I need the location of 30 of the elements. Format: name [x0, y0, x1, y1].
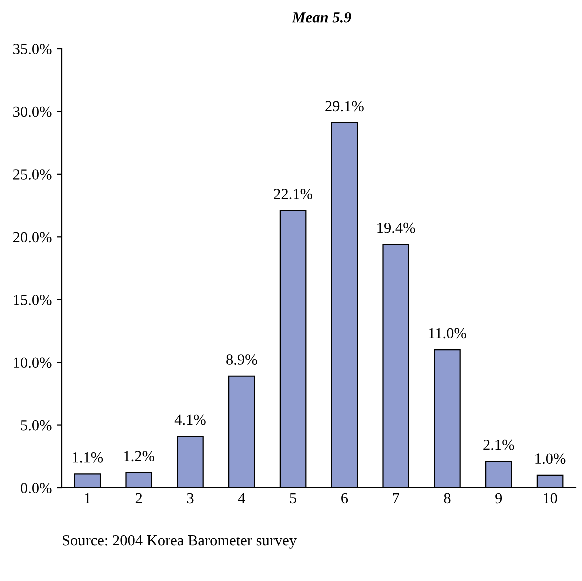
- y-tick-label: 15.0%: [14, 295, 52, 306]
- data-label: 1.1%: [73, 452, 104, 463]
- data-label: 19.4%: [378, 222, 416, 234]
- y-tick-label: 20.0%: [13, 232, 52, 243]
- x-tick-label: 9: [496, 493, 502, 504]
- x-tick-label: 5: [290, 493, 297, 504]
- source-note: Source: 2004 Korea Barometer survey: [63, 535, 297, 549]
- data-label: 4.1%: [174, 414, 206, 426]
- y-tick-label: 10.0%: [14, 358, 52, 368]
- data-label: 2.1%: [484, 440, 514, 450]
- x-tick-label: 8: [444, 493, 451, 504]
- y-tick-label: 30.0%: [14, 106, 52, 118]
- data-label: 29.1%: [326, 101, 364, 112]
- x-tick-label: 2: [136, 493, 142, 504]
- y-tick-label: 0.0%: [21, 483, 52, 494]
- x-tick-label: 4: [238, 493, 246, 504]
- data-label: 1.0%: [536, 454, 566, 464]
- data-label: 8.9%: [226, 354, 258, 365]
- y-tick-label: 25.0%: [13, 170, 52, 180]
- y-tick-label: 35.0%: [14, 44, 52, 55]
- x-tick-label: 3: [187, 493, 194, 504]
- x-tick-label: 1: [85, 493, 91, 504]
- x-tick-label: 10: [544, 493, 558, 504]
- x-tick-label: 7: [393, 493, 400, 504]
- chart-title: Mean 5.9: [292, 12, 352, 23]
- x-tick-label: 6: [342, 493, 348, 504]
- y-tick-label: 5.0%: [21, 420, 52, 431]
- data-label: 22.1%: [274, 189, 313, 200]
- data-label: 11.0%: [429, 328, 466, 339]
- data-label: 1.2%: [124, 451, 154, 462]
